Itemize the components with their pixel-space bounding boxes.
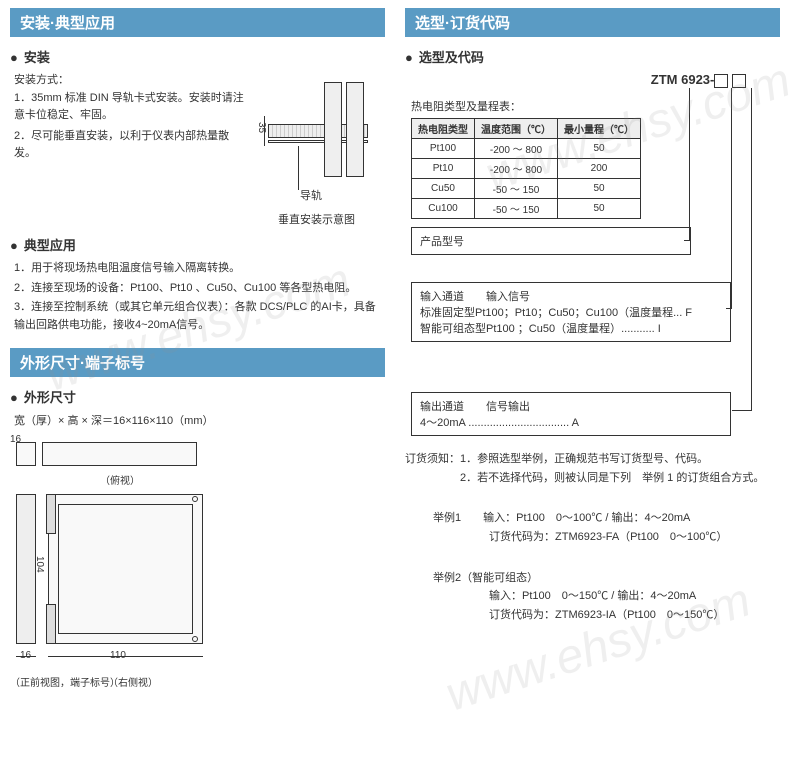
- din-module: [324, 82, 342, 177]
- model-code: ZTM 6923-: [651, 72, 746, 88]
- side-view-body: [58, 504, 193, 634]
- example-label: 举例1: [433, 512, 461, 524]
- table-cell: -50 ～ 150: [475, 199, 558, 219]
- table-caption: 热电阻类型及量程表：: [411, 98, 641, 114]
- note-item: 2．若不选择代码，则被认同是下列 举例 1 的订货组合方式。: [460, 472, 764, 484]
- table-row: Cu100 -50 ～ 150 50: [412, 199, 641, 219]
- table-cell: Cu100: [412, 199, 475, 219]
- table-header: 温度范围（℃）: [475, 119, 558, 139]
- example-line: 输入：Pt100 0～150℃ / 输出：4～20mA: [489, 590, 696, 602]
- dimension-110: 110: [110, 650, 126, 661]
- application-list: 1．用于将现场热电阻温度信号输入隔离转换。 2．连接至现场的设备：Pt100、P…: [14, 260, 385, 334]
- example-2: 举例2（智能可组态） 输入：Pt100 0～150℃ / 输出：4～20mA 订…: [433, 569, 780, 625]
- terminal-block: [46, 604, 56, 644]
- leader-line: [298, 146, 299, 190]
- note-item: 1．参照选型举例，正确规范书写订货型号、代码。: [460, 453, 708, 465]
- table-row: Pt10 -200 ～ 800 200: [412, 159, 641, 179]
- code-slot-1: [714, 74, 728, 88]
- box-title: 输出通道 信号输出: [420, 398, 722, 414]
- table-header: 热电阻类型: [412, 119, 475, 139]
- selection-box-output: 输出通道 信号输出 4～20mA .......................…: [411, 392, 731, 436]
- install-list: 1．35mm 标准 DIN 导轨卡式安装。安装时请注意卡位稳定、牢固。 2．尽可…: [14, 90, 244, 163]
- application-item: 2．连接至现场的设备：Pt100、Pt10 、Cu50、Cu100 等各型热电阻…: [14, 280, 385, 298]
- left-column: 安装·典型应用 安装 安装方式： 1．35mm 标准 DIN 导轨卡式安装。安装…: [0, 0, 395, 773]
- table-cell: Cu50: [412, 179, 475, 199]
- install-intro: 安装方式：: [14, 72, 244, 90]
- connector-line: [751, 88, 752, 410]
- front-view: [16, 494, 36, 644]
- connector-line: [689, 88, 690, 240]
- section-header-ordering: 选型·订货代码: [405, 8, 780, 37]
- connector-line: [732, 410, 752, 411]
- table-cell: 50: [558, 179, 641, 199]
- example-1: 举例1 输入：Pt100 0～100℃ / 输出：4～20mA 订货代码为：ZT…: [433, 509, 780, 546]
- table-row: Cu50 -50 ～ 150 50: [412, 179, 641, 199]
- din-caption: 垂直安装示意图: [278, 211, 355, 227]
- connector-line: [731, 88, 732, 308]
- install-item: 1．35mm 标准 DIN 导轨卡式安装。安装时请注意卡位稳定、牢固。: [14, 90, 244, 125]
- example-line: 订货代码为：ZTM6923-IA（Pt100 0～150℃）: [489, 609, 724, 621]
- table-cell: 50: [558, 139, 641, 159]
- top-front-view: [16, 442, 36, 466]
- table-header-row: 热电阻类型 温度范围（℃） 最小量程（℃）: [412, 119, 641, 139]
- table-cell: Pt10: [412, 159, 475, 179]
- notes-label: 订货须知：: [405, 453, 460, 465]
- model-code-text: ZTM 6923-: [651, 72, 715, 87]
- guide-rail-label: 导轨: [300, 187, 322, 203]
- heading-application: 典型应用: [10, 235, 385, 254]
- example-line: 输入：Pt100 0～100℃ / 输出：4～20mA: [483, 512, 690, 524]
- box-line: 标准固定型Pt100；Pt10；Cu50；Cu100（温度量程... F: [420, 304, 722, 320]
- front-view-caption: （正前视图，端子标号）: [10, 674, 120, 689]
- table-cell: 200: [558, 159, 641, 179]
- application-item: 1．用于将现场热电阻温度信号输入隔离转换。: [14, 260, 385, 278]
- table-cell: -200 ～ 800: [475, 139, 558, 159]
- ordering-code-diagram: ZTM 6923- 热电阻类型及量程表： 热电阻类型 温度范围（℃） 最小量程（…: [405, 72, 780, 442]
- selection-box-product: 产品型号: [411, 227, 691, 255]
- table-cell: -200 ～ 800: [475, 159, 558, 179]
- dimension-104: 104: [34, 556, 45, 573]
- application-item: 3．连接至控制系统（或其它单元组合仪表）：各款 DCS/PLC 的AI卡，具备输…: [14, 299, 385, 334]
- din-module: [346, 82, 364, 177]
- heading-install: 安装: [10, 47, 385, 66]
- example-label: 举例2（智能可组态）: [433, 572, 538, 584]
- table-cell: Pt100: [412, 139, 475, 159]
- box-title: 输入通道 输入信号: [420, 288, 722, 304]
- dimension-spec: 宽（厚）× 高 × 深＝16×116×110（mm）: [14, 412, 385, 428]
- order-notes: 订货须知：1．参照选型举例，正确规范书写订货型号、代码。 订货须知：2．若不选择…: [405, 450, 780, 487]
- install-block: 安装方式： 1．35mm 标准 DIN 导轨卡式安装。安装时请注意卡位稳定、牢固…: [10, 72, 385, 227]
- section-header-dimensions: 外形尺寸·端子标号: [10, 348, 385, 377]
- table-header: 最小量程（℃）: [558, 119, 641, 139]
- selection-box-input: 输入通道 输入信号 标准固定型Pt100；Pt10；Cu50；Cu100（温度量…: [411, 282, 731, 342]
- box-line: 4～20mA .................................…: [420, 414, 722, 430]
- table-cell: -50 ～ 150: [475, 179, 558, 199]
- table-row: Pt100 -200 ～ 800 50: [412, 139, 641, 159]
- box-title: 产品型号: [420, 233, 682, 249]
- box-line: 智能可组态型Pt100 ；Cu50（温度量程）........... I: [420, 320, 722, 336]
- dimension-views: 16 （俯视） 104 16 110 （正前视图，端子标号） （右侧视）: [10, 436, 380, 721]
- heading-selection: 选型及代码: [405, 47, 780, 66]
- right-column: 选型·订货代码 选型及代码 ZTM 6923- 热电阻类型及量程表： 热电阻类型…: [395, 0, 790, 773]
- rtd-table: 热电阻类型 温度范围（℃） 最小量程（℃） Pt100 -200 ～ 800 5…: [411, 118, 641, 219]
- section-header-install: 安装·典型应用: [10, 8, 385, 37]
- din-rail-diagram: 35 导轨 垂直安装示意图: [250, 72, 385, 227]
- rtd-table-block: 热电阻类型及量程表： 热电阻类型 温度范围（℃） 最小量程（℃） Pt100 -…: [411, 98, 641, 219]
- install-text: 安装方式： 1．35mm 标准 DIN 导轨卡式安装。安装时请注意卡位稳定、牢固…: [10, 72, 244, 227]
- heading-dimensions: 外形尺寸: [10, 387, 385, 406]
- page: 安装·典型应用 安装 安装方式： 1．35mm 标准 DIN 导轨卡式安装。安装…: [0, 0, 790, 773]
- dimension-35: 35: [256, 122, 267, 133]
- terminal-block: [46, 494, 56, 534]
- table-cell: 50: [558, 199, 641, 219]
- example-line: 订货代码为：ZTM6923-FA（Pt100 0～100℃）: [489, 531, 727, 543]
- install-item: 2．尽可能垂直安装，以利于仪表内部热量散发。: [14, 128, 244, 163]
- top-view-caption: （俯视）: [100, 472, 140, 487]
- side-view-caption: （右侧视）: [108, 674, 158, 689]
- top-view: [42, 442, 197, 466]
- dimension-16: 16: [20, 650, 31, 661]
- code-slot-2: [732, 74, 746, 88]
